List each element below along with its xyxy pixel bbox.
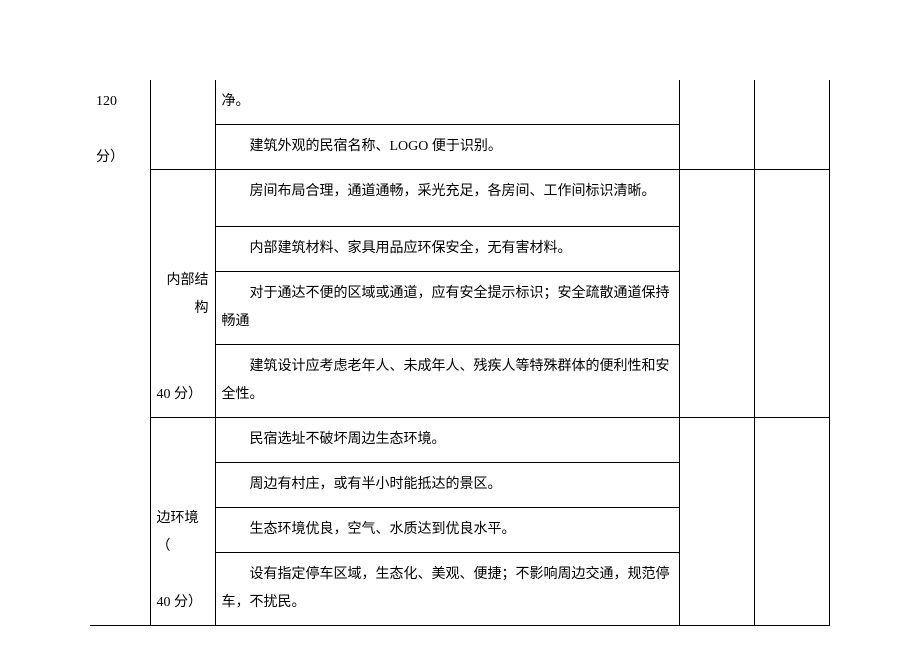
table-row: 120 分） 净。 xyxy=(90,80,830,125)
sub-cell: 边环境（ 40 分） xyxy=(150,418,215,626)
content-cell: 房间布局合理，通道通畅，采光充足，各房间、工作间标识清晰。 xyxy=(215,170,680,227)
category-cell: 120 分） xyxy=(90,80,150,626)
sub-score: 40 分） xyxy=(157,595,203,610)
sub-label: 构 xyxy=(195,301,209,316)
sub-label: 边环境（ xyxy=(157,511,199,554)
content-cell: 周边有村庄，或有半小时能抵达的景区。 xyxy=(215,463,680,508)
content-cell: 内部建筑材料、家具用品应环保安全，无有害材料。 xyxy=(215,227,680,272)
sub-cell: 内部结 构 40 分） xyxy=(150,170,215,418)
score-cell-1 xyxy=(680,170,755,418)
content-cell: 民宿选址不破坏周边生态环境。 xyxy=(215,418,680,463)
table-row: 边环境（ 40 分） 民宿选址不破坏周边生态环境。 xyxy=(90,418,830,463)
content-cell: 净。 xyxy=(215,80,680,125)
score-cell-2 xyxy=(755,80,830,170)
sub-label: 内部结 xyxy=(167,273,209,288)
content-cell: 对于通达不便的区域或通道，应有安全提示标识；安全疏散通道保持畅通 xyxy=(215,272,680,345)
score-cell-2 xyxy=(755,418,830,626)
score-cell-2 xyxy=(755,170,830,418)
table-row: 内部结 构 40 分） 房间布局合理，通道通畅，采光充足，各房间、工作间标识清晰… xyxy=(90,170,830,227)
sub-cell xyxy=(150,80,215,170)
scoring-table: 120 分） 净。 建筑外观的民宿名称、LOGO 便于识别。 内部结 构 40 … xyxy=(90,80,830,626)
score-cell-1 xyxy=(680,418,755,626)
content-cell: 建筑设计应考虑老年人、未成年人、残疾人等特殊群体的便利性和安全性。 xyxy=(215,345,680,418)
content-cell: 设有指定停车区域，生态化、美观、便捷；不影响周边交通，规范停车，不扰民。 xyxy=(215,553,680,626)
sub-score: 40 分） xyxy=(157,387,203,402)
content-cell: 生态环境优良，空气、水质达到优良水平。 xyxy=(215,508,680,553)
content-cell: 建筑外观的民宿名称、LOGO 便于识别。 xyxy=(215,125,680,170)
category-unit: 分） xyxy=(96,150,124,165)
category-score: 120 xyxy=(96,94,117,109)
score-cell-1 xyxy=(680,80,755,170)
